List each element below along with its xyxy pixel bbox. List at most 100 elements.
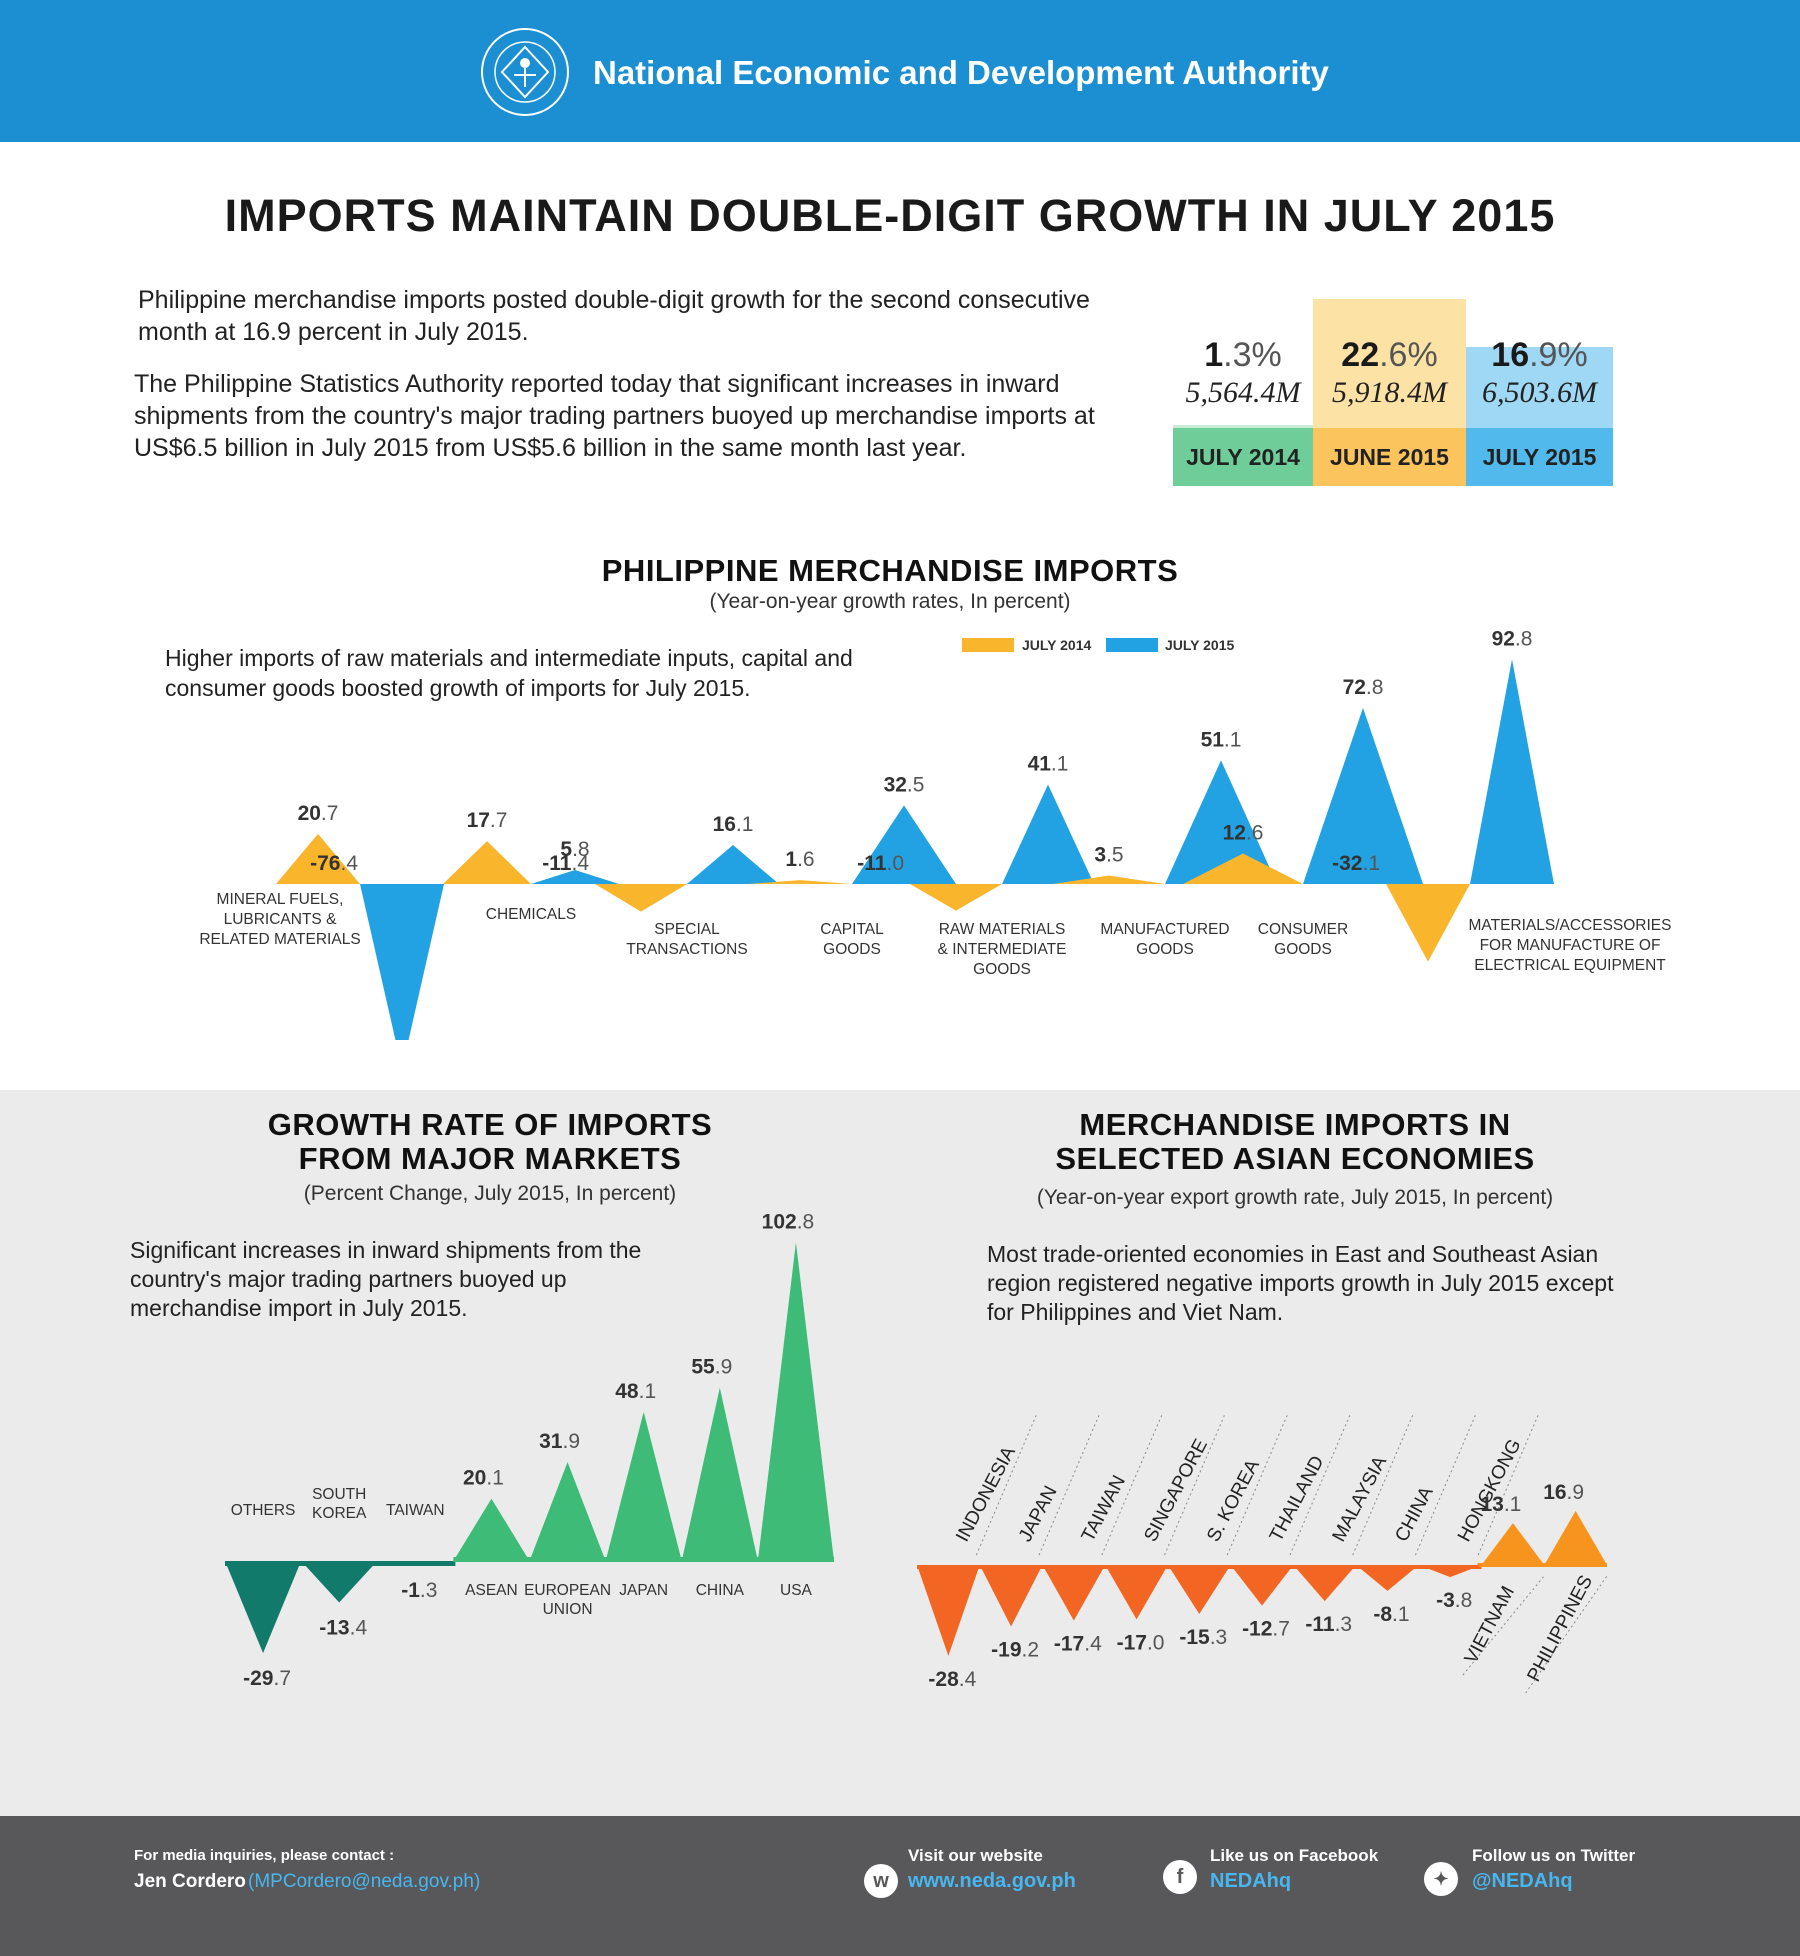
major-markets-chart: -29.7 OTHERS -13.4 SOUTH KOREA -1.3 TAIWAN 20.1… — [225, 1210, 834, 1690]
bar-economy — [1293, 1565, 1357, 1602]
header-bar: National Economic and Development Author… — [0, 0, 1800, 142]
market-label: JAPAN — [619, 1582, 668, 1599]
section3-description: Most trade-oriented economies in East an… — [987, 1241, 1614, 1325]
category-label: MATERIALS/ACCESSORIES FOR MANUFACTURE OF E… — [1469, 917, 1672, 974]
summary-growth-rate: 22.6% — [1293, 336, 1486, 375]
value-label-july-2014: 17.7 — [467, 809, 508, 832]
value-label-july-2015: 72.8 — [1343, 676, 1384, 699]
economy-leader-line — [1462, 1574, 1546, 1676]
bar-economy — [1544, 1510, 1607, 1565]
section3-title-line2: SELECTED ASIAN ECONOMIES — [1055, 1141, 1535, 1176]
value-label-july-2015: 51.1 — [1201, 728, 1242, 751]
bar-july-2014 — [1053, 875, 1165, 884]
economy-leader-line — [1414, 1414, 1476, 1556]
bar-july-2015 — [1303, 707, 1423, 884]
section2-title: GROWTH RATE OF IMPORTS FROM MAJOR MARKET… — [170, 1108, 810, 1176]
economy-label: THAILAND — [1266, 1453, 1329, 1546]
market-label: ASEAN — [465, 1582, 518, 1599]
section1-title: PHILIPPINE MERCHANDISE IMPORTS — [601, 553, 1179, 588]
bar-economy — [1230, 1565, 1294, 1606]
economy-leader-line — [1164, 1414, 1226, 1556]
intro-paragraph-2: The Philippine Statistics Authority repo… — [134, 370, 1095, 462]
facebook-link[interactable]: NEDAhq — [1210, 1870, 1292, 1892]
twitter-label: Follow us on Twitter — [1472, 1846, 1636, 1865]
value-label-economy: 13.1 — [1480, 1493, 1521, 1516]
summary-growth-dec: .9% — [1529, 336, 1588, 374]
bar-july-2014 — [910, 884, 1002, 911]
bar-market — [605, 1411, 682, 1561]
facebook-icon[interactable]: f — [1163, 1860, 1197, 1894]
economy-leader-line — [1477, 1414, 1539, 1556]
economy-label: S. KOREA — [1203, 1456, 1264, 1545]
value-label-economy: -19.2 — [991, 1638, 1039, 1661]
economy-leader-line — [1226, 1414, 1288, 1556]
value-label-july-2014: 1.6 — [785, 848, 814, 871]
bar-market — [377, 1561, 454, 1566]
value-label-july-2015: 5.8 — [560, 838, 589, 861]
value-label-market: -13.4 — [319, 1617, 367, 1640]
value-label-economy: -28.4 — [928, 1668, 976, 1691]
category-label: CONSUMER GOODS — [1258, 921, 1348, 958]
value-label-market: 31.9 — [539, 1430, 580, 1453]
section2-subtitle: (Percent Change, July 2015, In percent) — [303, 1182, 677, 1205]
bar-july-2015 — [531, 869, 619, 884]
contact-name: Jen Cordero — [134, 1871, 246, 1892]
value-label-july-2014: -11.4 — [542, 852, 589, 875]
legend-swatch-july-2014 — [962, 638, 1014, 652]
bar-july-2015 — [1470, 659, 1554, 884]
bar-economy — [979, 1565, 1043, 1627]
summary-box: JULY 2015 — [1466, 347, 1613, 486]
summary-box: JUNE 2015 — [1313, 299, 1466, 486]
value-label-economy: -17.4 — [1054, 1633, 1102, 1656]
legend-label-july-2015: JULY 2015 — [1165, 637, 1234, 653]
bar-economy — [1042, 1565, 1106, 1621]
value-label-economy: -11.3 — [1305, 1613, 1352, 1636]
summary-growth-rate: 16.9% — [1446, 336, 1633, 375]
asian-economies-chart: -28.4INDONESIA-19.2JAPAN-17.4TAIWAN-17.0… — [917, 1414, 1609, 1694]
twitter-link[interactable]: @NEDAhq — [1472, 1870, 1573, 1892]
category-label: CHEMICALS — [486, 906, 576, 923]
economy-leader-line — [1525, 1574, 1609, 1694]
economy-label: JAPAN — [1015, 1483, 1062, 1546]
value-label-july-2014: 20.7 — [298, 802, 339, 825]
website-link[interactable]: www.neda.gov.ph — [908, 1870, 1076, 1892]
bar-economy — [917, 1565, 980, 1656]
bar-july-2015 — [360, 884, 444, 1040]
twitter-icon[interactable]: ✦ — [1424, 1862, 1458, 1896]
footer: For media inquiries, please contact : Je… — [0, 1816, 1800, 1956]
website-icon[interactable]: w — [864, 1864, 898, 1898]
economy-leader-line — [1289, 1414, 1351, 1556]
summary-growth-int: 16 — [1491, 336, 1530, 374]
summary-box-label: JULY 2014 — [1173, 428, 1313, 486]
market-label: SOUTH KOREA — [312, 1486, 367, 1522]
bar-market — [225, 1561, 302, 1654]
bar-july-2014 — [1386, 884, 1470, 962]
bar-market — [757, 1242, 834, 1561]
category-label: MINERAL FUELS, LUBRICANTS & RELATED MATERI… — [199, 891, 360, 948]
section3-subtitle: (Year-on-year export growth rate, July 2… — [1036, 1186, 1554, 1209]
value-label-market: 55.9 — [691, 1356, 732, 1379]
value-label-july-2015: 16.1 — [713, 813, 754, 836]
value-label-market: 102.8 — [762, 1210, 815, 1233]
summary-import-value: 5,918.4M — [1332, 376, 1447, 409]
economy-label: PHILIPPINES — [1524, 1572, 1598, 1685]
summary-growth-int: 22 — [1341, 336, 1380, 374]
contact-email-link[interactable]: (MPCordero@neda.gov.ph) — [248, 1871, 481, 1892]
category-label: SPECIAL TRANSACTIONS — [626, 921, 747, 958]
bar-economy — [1105, 1565, 1168, 1620]
bar-july-2015 — [687, 845, 779, 884]
bar-economy — [1418, 1565, 1482, 1578]
value-label-july-2014: 12.6 — [1223, 822, 1264, 845]
value-label-market: 48.1 — [615, 1380, 656, 1403]
neda-logo — [481, 28, 569, 116]
bar-july-2014 — [748, 880, 852, 884]
facebook-label: Like us on Facebook — [1210, 1846, 1379, 1865]
economy-label: CHINA — [1391, 1483, 1437, 1545]
value-label-economy: -17.0 — [1117, 1631, 1165, 1654]
economy-label: SINGAPORE — [1140, 1436, 1212, 1546]
bar-july-2015 — [1165, 760, 1277, 884]
value-label-economy: -12.7 — [1242, 1618, 1290, 1641]
bar-economy — [1356, 1565, 1419, 1591]
economy-label: MALAYSIA — [1329, 1453, 1392, 1546]
summary-growth-rate: 1.3% — [1153, 336, 1333, 375]
